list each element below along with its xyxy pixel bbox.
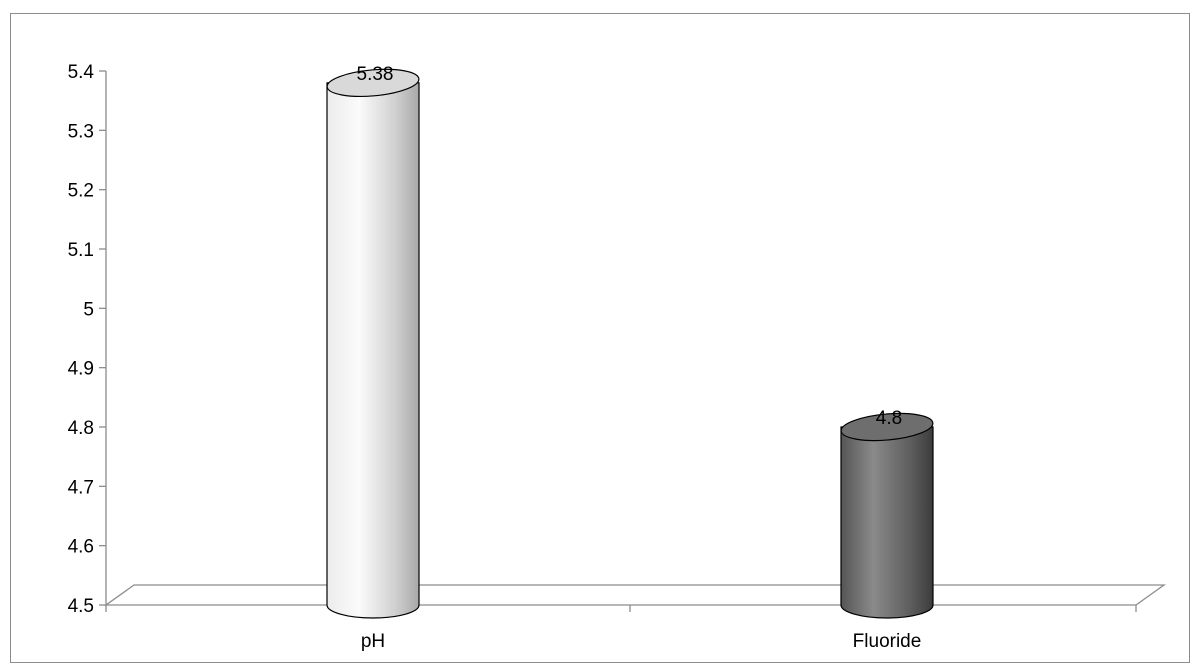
cylinder-bar-chart: 4.5 4.6 4.7 4.8 4.9 5 5.1 5.2 5.3 5.4 pH Fluoride 5… [68, 62, 1167, 652]
y-tick-label: 5.3 [68, 121, 94, 142]
chart-frame: 4.5 4.6 4.7 4.8 4.9 5 5.1 5.2 5.3 5.4 pH Fluoride 5… [10, 13, 1190, 663]
y-tick-label: 5 [83, 299, 94, 320]
x-category-label: Fluoride [853, 631, 922, 652]
bar-top-ellipse [840, 412, 934, 442]
data-label: 4.8 [876, 408, 902, 429]
bar-fluoride [840, 412, 934, 619]
y-tick-label: 4.7 [68, 477, 94, 498]
y-tick-label: 4.5 [68, 596, 94, 617]
bar-ph [326, 68, 420, 619]
y-tick-label: 4.9 [68, 359, 94, 380]
y-tick-label: 5.1 [68, 240, 94, 261]
bar-body [326, 82, 420, 619]
x-category-label: pH [361, 631, 385, 652]
y-tick-label: 4.8 [68, 418, 94, 439]
bar-top-ellipse [326, 68, 420, 98]
bar-body [840, 426, 934, 619]
y-tick-label: 5.4 [68, 62, 95, 83]
data-label: 5.38 [357, 64, 394, 85]
y-tick-label: 4.6 [68, 537, 94, 558]
y-tick-label: 5.2 [68, 181, 94, 202]
floor-plane [103, 584, 1167, 606]
